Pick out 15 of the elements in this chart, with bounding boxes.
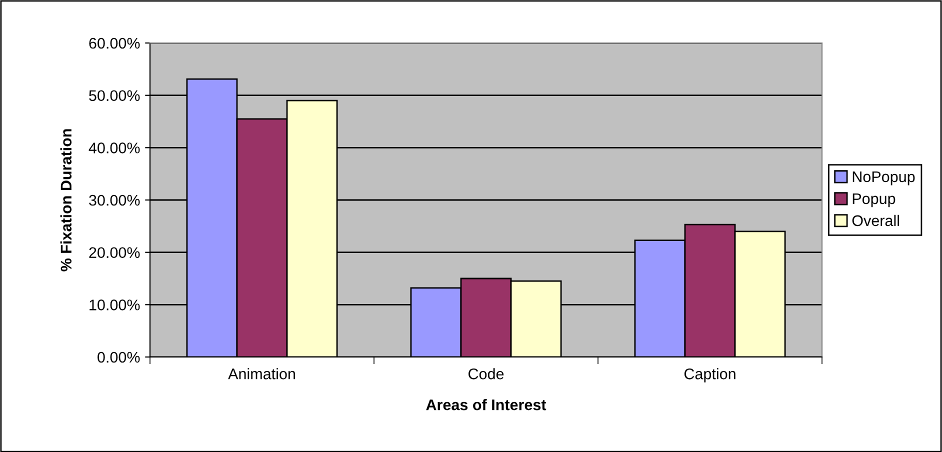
y-tick-label: 10.00%: [90, 300, 140, 310]
legend-label: Popup: [852, 193, 896, 208]
y-tick-label: 60.00%: [89, 38, 140, 49]
y-tick-label: 0.00%: [98, 352, 140, 363]
x-tick-label: Code: [468, 368, 504, 380]
x-tick-label: Caption: [684, 368, 736, 382]
legend-label: Overall: [852, 214, 900, 226]
x-tick-label: Animation: [228, 368, 295, 380]
y-tick-label: 30.00%: [89, 194, 140, 206]
y-tick-label: 40.00%: [88, 142, 140, 154]
y-tick-label: 20.00%: [89, 247, 140, 258]
legend-label: NoPopup: [852, 172, 915, 186]
y-tick-label: 50.00%: [89, 90, 140, 102]
y-axis-title: % Fixation Duration: [60, 129, 72, 272]
x-axis-title: Areas of Interest: [426, 399, 546, 410]
